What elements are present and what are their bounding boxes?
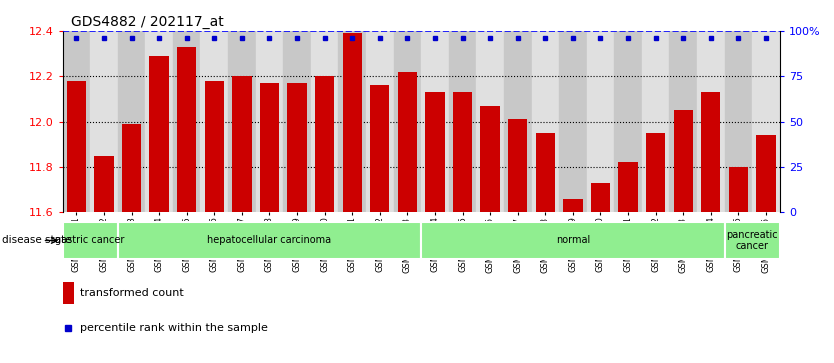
Bar	[204, 81, 224, 212]
Bar	[370, 85, 389, 212]
Bar	[646, 133, 666, 212]
Bar	[590, 183, 610, 212]
Text: transformed count: transformed count	[80, 288, 183, 298]
Bar	[288, 83, 307, 212]
Bar	[122, 124, 141, 212]
Bar	[752, 31, 780, 212]
Bar	[725, 222, 780, 259]
Bar	[284, 31, 311, 212]
Bar	[343, 33, 362, 212]
Bar	[421, 222, 725, 259]
Text: disease state: disease state	[2, 236, 71, 245]
Bar	[315, 76, 334, 212]
Bar	[398, 72, 417, 212]
Bar	[504, 31, 531, 212]
Bar	[729, 167, 748, 212]
Text: hepatocellular carcinoma: hepatocellular carcinoma	[208, 236, 331, 245]
Bar	[228, 31, 256, 212]
Bar	[394, 31, 421, 212]
Bar	[260, 83, 279, 212]
Bar	[476, 31, 504, 212]
Bar	[63, 222, 118, 259]
Bar	[674, 110, 693, 212]
Bar	[449, 31, 476, 212]
Bar	[425, 92, 445, 212]
Bar	[563, 199, 582, 212]
Bar	[453, 92, 472, 212]
Bar	[531, 31, 559, 212]
Bar	[421, 31, 449, 212]
Bar	[670, 31, 697, 212]
Bar	[173, 31, 200, 212]
Bar	[697, 31, 725, 212]
Bar	[145, 31, 173, 212]
Bar	[63, 282, 74, 304]
Text: percentile rank within the sample: percentile rank within the sample	[80, 323, 268, 333]
Bar	[559, 31, 586, 212]
Bar	[339, 31, 366, 212]
Bar	[756, 135, 776, 212]
Bar	[90, 31, 118, 212]
Bar	[366, 31, 394, 212]
Bar	[701, 92, 721, 212]
Bar	[586, 31, 615, 212]
Bar	[232, 76, 252, 212]
Bar	[63, 31, 90, 212]
Bar	[725, 31, 752, 212]
Text: pancreatic
cancer: pancreatic cancer	[726, 230, 778, 251]
Bar	[177, 47, 196, 212]
Bar	[118, 222, 421, 259]
Text: normal: normal	[555, 236, 590, 245]
Text: gastric cancer: gastric cancer	[55, 236, 125, 245]
Bar	[311, 31, 339, 212]
Bar	[619, 163, 638, 212]
Text: GDS4882 / 202117_at: GDS4882 / 202117_at	[71, 15, 224, 29]
Bar	[508, 119, 527, 212]
Bar	[480, 106, 500, 212]
Bar	[200, 31, 228, 212]
Bar	[94, 156, 113, 212]
Bar	[256, 31, 284, 212]
Bar	[149, 56, 168, 212]
Bar	[535, 133, 555, 212]
Bar	[67, 81, 86, 212]
Bar	[118, 31, 145, 212]
Bar	[642, 31, 670, 212]
Bar	[615, 31, 642, 212]
